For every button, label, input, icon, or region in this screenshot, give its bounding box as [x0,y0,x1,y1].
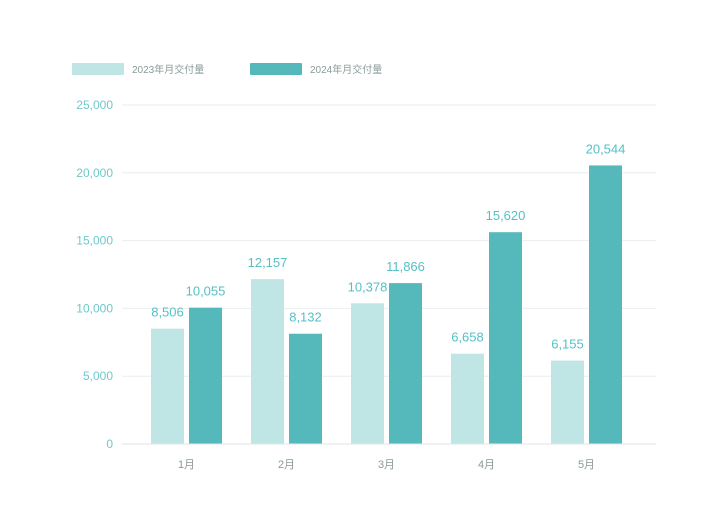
bar-2023-3 [351,303,384,444]
data-label: 20,544 [586,141,626,156]
bar-2023-2 [251,279,284,444]
y-tick-label: 5,000 [83,369,113,383]
bar-2024-2 [289,333,322,444]
x-tick-label: 1月 [178,459,195,471]
bar-2023-5 [551,360,584,444]
data-label: 8,132 [289,310,322,325]
y-tick-label: 20,000 [76,166,113,180]
x-tick-label: 4月 [478,459,495,471]
y-tick-label: 10,000 [76,301,113,315]
legend-swatch-2024 [250,63,302,75]
data-label: 10,378 [348,279,388,294]
x-tick-label: 3月 [378,459,395,471]
bar-2023-1 [151,328,184,444]
legend-label-2023: 2023年月交付量 [132,63,204,76]
x-tick-label: 5月 [578,459,595,471]
y-tick-label: 0 [106,437,113,451]
legend-swatch-2023 [72,63,124,75]
data-label: 8,506 [151,305,184,320]
bar-2024-4 [489,232,522,444]
legend: 2023年月交付量 2024年月交付量 [72,63,382,76]
y-tick-label: 15,000 [76,234,113,248]
data-label: 10,055 [186,284,226,299]
data-label: 15,620 [486,208,526,223]
bar-2024-5 [589,165,622,445]
x-tick-label: 2月 [278,459,295,471]
bars [151,165,622,445]
y-axis: 0 5,000 10,000 15,000 20,000 25,000 [76,98,113,451]
data-label: 6,658 [451,330,484,345]
y-tick-label: 25,000 [76,98,113,112]
legend-label-2024: 2024年月交付量 [310,63,382,76]
bar-2024-1 [189,307,222,444]
data-label: 6,155 [551,337,584,352]
bar-2023-4 [451,353,484,444]
x-axis: 1月 2月 3月 4月 5月 [122,443,656,471]
bar-2024-3 [389,283,422,444]
data-label: 11,866 [386,259,425,274]
data-label: 12,157 [248,255,288,270]
